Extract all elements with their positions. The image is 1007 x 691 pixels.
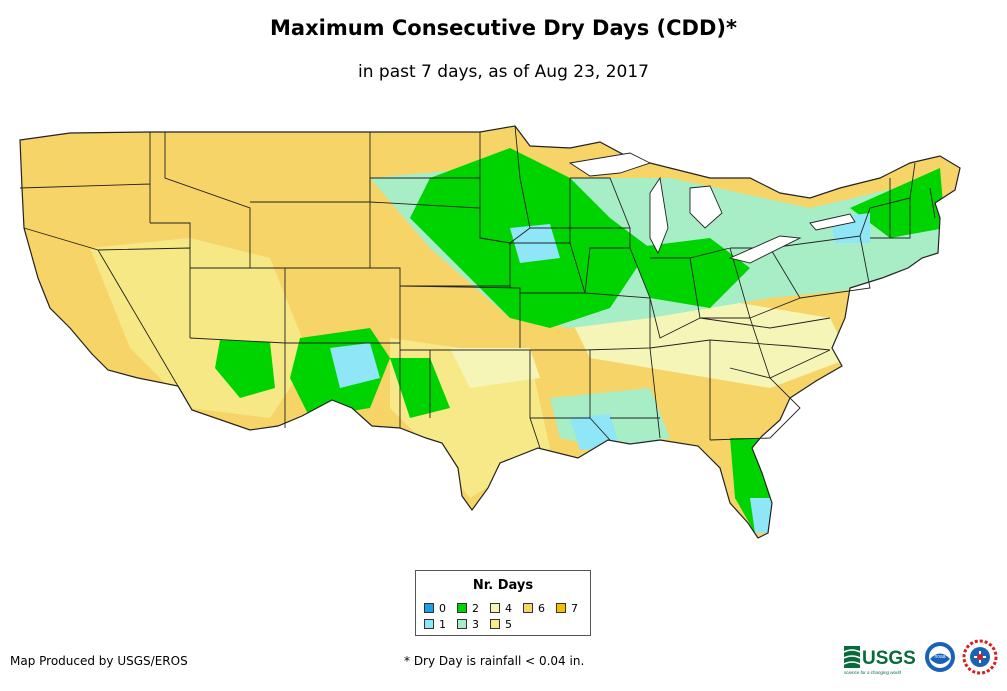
legend-label-5: 5 (505, 617, 512, 631)
noaa-logo-text: noaa (934, 654, 945, 660)
usgs-logo-text: USGS (862, 648, 916, 669)
legend-title: Nr. Days (472, 578, 534, 593)
region-2-days-northeast (850, 168, 945, 238)
nws-seal-icon (962, 639, 998, 675)
state-borders (19, 125, 961, 539)
legend-swatch-3 (457, 619, 467, 629)
legend-item-1: 1 (424, 617, 446, 631)
legend-item-2: 2 (457, 601, 479, 615)
legend-item-4: 4 (490, 601, 512, 615)
lake-huron (689, 185, 723, 229)
usgs-tagline: science for a changing world (844, 670, 902, 675)
legend-item-5: 5 (490, 617, 512, 631)
legend-swatch-1 (424, 619, 434, 629)
dry-day-fill (20, 126, 960, 538)
legend-swatch-4 (490, 603, 500, 613)
lake-michigan (649, 176, 669, 255)
lake-superior (568, 152, 652, 177)
legend-item-7: 7 (556, 601, 578, 615)
legend-item-6: 6 (523, 601, 545, 615)
usgs-logo: USGS science for a changing world (843, 646, 916, 675)
legend: Nr. Days 0 1 2 3 4 5 6 (415, 570, 591, 636)
legend-swatch-5 (490, 619, 500, 629)
legend-label-0: 0 (439, 601, 446, 615)
legend-swatch-7 (556, 603, 566, 613)
legend-item-3: 3 (457, 617, 479, 631)
map-subtitle: in past 7 days, as of Aug 23, 2017 (358, 62, 649, 82)
region-1-day-newmexico (330, 343, 380, 388)
cdd-map (19, 125, 961, 539)
region-4-days-oklahoma (450, 348, 540, 388)
legend-swatch-0 (424, 603, 434, 613)
region-2-days-arizona (215, 340, 275, 398)
legend-label-6: 6 (538, 601, 545, 615)
legend-label-1: 1 (439, 617, 446, 631)
region-2-days-ohio (630, 238, 750, 308)
legend-item-0: 0 (424, 601, 446, 615)
lake-erie (728, 235, 802, 264)
legend-label-3: 3 (472, 617, 479, 631)
legend-label-7: 7 (571, 601, 578, 615)
map-title: Maximum Consecutive Dry Days (CDD)* (270, 16, 737, 40)
dry-day-footnote: * Dry Day is rainfall < 0.04 in. (404, 654, 585, 668)
legend-grid: 0 1 2 3 4 5 6 7 (424, 601, 588, 635)
lake-ontario (809, 213, 856, 231)
legend-swatch-6 (523, 603, 533, 613)
great-lakes (568, 152, 856, 264)
noaa-logo: noaa (925, 642, 955, 672)
legend-swatch-2 (457, 603, 467, 613)
map-credit: Map Produced by USGS/EROS (10, 654, 188, 668)
agency-logos: USGS science for a changing world noaa (843, 639, 998, 675)
legend-label-2: 2 (472, 601, 479, 615)
region-2-days-west-texas (390, 358, 450, 418)
legend-label-4: 4 (505, 601, 512, 615)
